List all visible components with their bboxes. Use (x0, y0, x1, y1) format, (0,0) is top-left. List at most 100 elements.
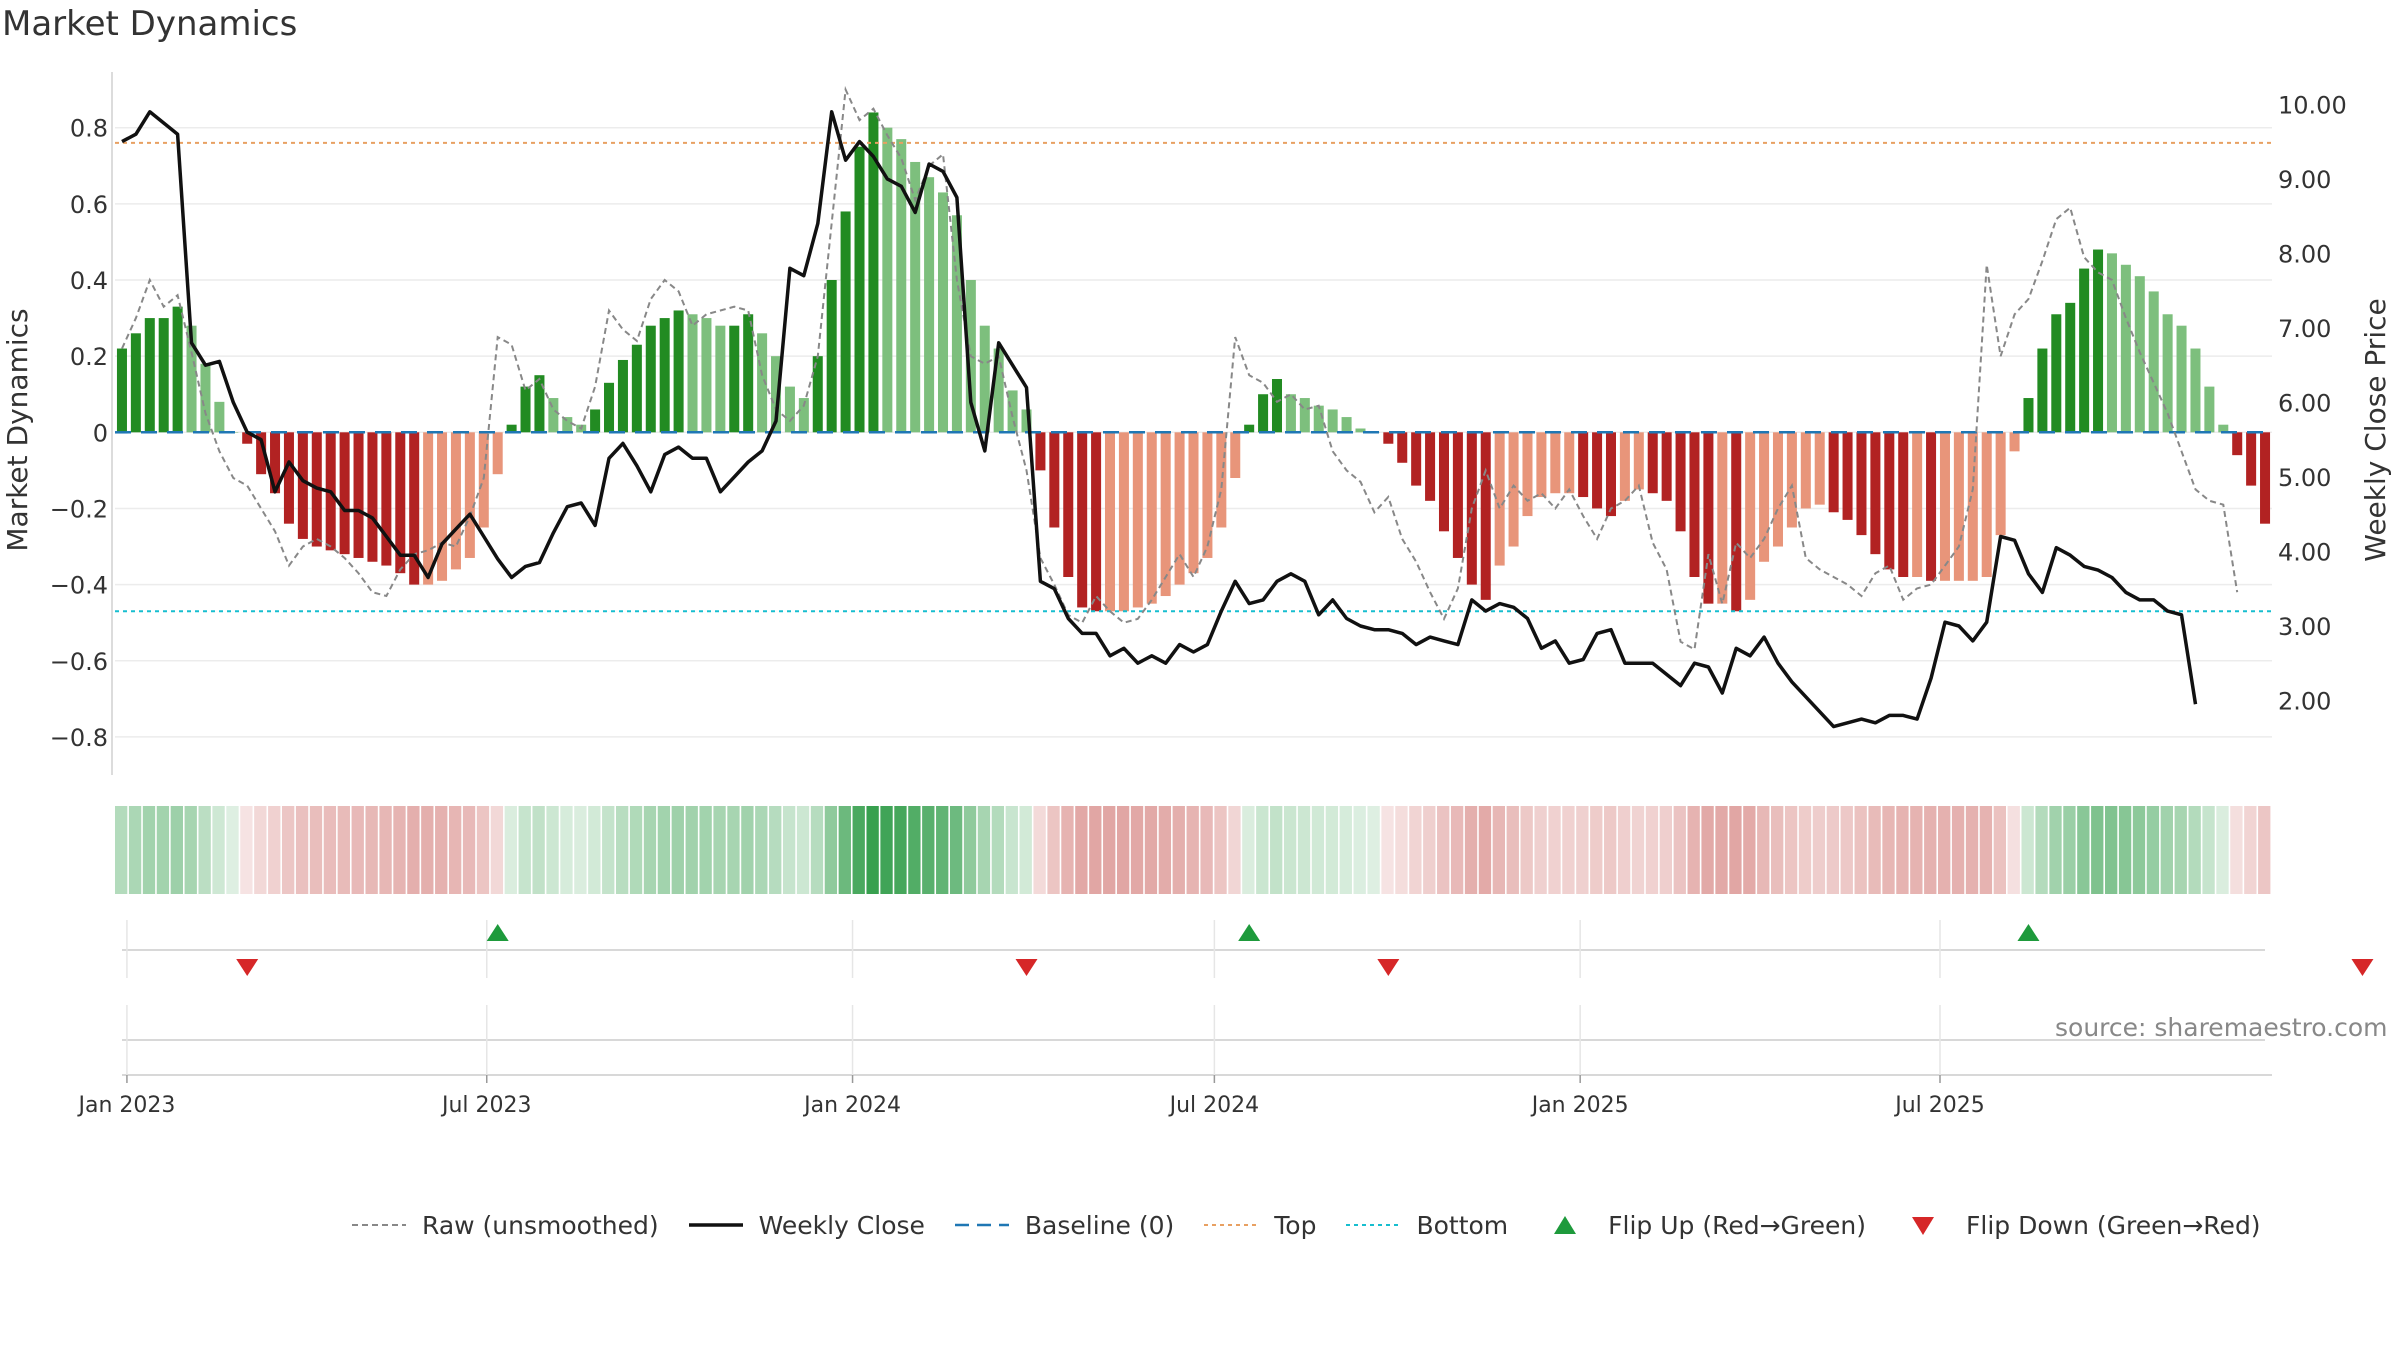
heat-strip-cell (1395, 806, 1408, 894)
bar (1494, 432, 1505, 566)
bar (2037, 348, 2048, 433)
right-tick-label: 7.00 (2278, 315, 2331, 343)
legend-item: Flip Down (Green→Red) (1894, 1210, 2261, 1240)
right-tick-label: 10.00 (2278, 91, 2347, 119)
flip-down-marker (236, 959, 259, 976)
bar (784, 386, 795, 433)
bar (1160, 432, 1171, 597)
heat-strip-cell (1325, 806, 1339, 894)
heat-strip-cell (393, 806, 406, 894)
right-tick-label: 9.00 (2278, 166, 2331, 194)
bar (2093, 249, 2104, 433)
heat-strip-cell (1729, 806, 1742, 894)
legend-symbol (1204, 1224, 1259, 1226)
heat-strip-cell (1645, 806, 1659, 894)
bar (812, 356, 823, 433)
heat-strip-cell (1409, 806, 1422, 894)
bar (1745, 432, 1756, 600)
heat-strip-cell (1061, 806, 1074, 894)
heat-strip-cell (1993, 806, 2006, 894)
left-tick-label: 0.6 (70, 191, 108, 219)
bar (1898, 432, 1909, 577)
bar (993, 348, 1004, 433)
x-tick-label: Jul 2023 (440, 1093, 532, 1118)
raw-series-line (121, 85, 2239, 651)
bar (534, 375, 545, 433)
bar (868, 112, 879, 433)
bar (687, 314, 698, 433)
bar (200, 363, 211, 433)
heat-strip-cell (407, 806, 420, 894)
bar (1633, 432, 1644, 490)
bar (492, 432, 503, 475)
bar (1327, 409, 1338, 433)
bar (1870, 432, 1881, 555)
heat-strip-cell (142, 806, 156, 894)
heat-strip-cell (323, 806, 337, 894)
flip-down-marker (1377, 959, 1400, 976)
heat-strip-cell (1840, 806, 1853, 894)
bar (1299, 398, 1310, 433)
heat-strip-cell (560, 806, 573, 894)
bar (1953, 432, 1964, 581)
heat-strip-cell (1673, 806, 1686, 894)
heat-strip-cell (532, 806, 545, 894)
bar (1244, 424, 1255, 433)
left-tick-label: 0 (93, 419, 108, 447)
source-credit: source: sharemaestro.com (2055, 1013, 2388, 1042)
legend-label: Baseline (0) (1024, 1210, 1175, 1240)
bar (548, 398, 559, 433)
heat-strip-cell (490, 806, 504, 894)
heat-strip-cell (1562, 806, 1575, 894)
bar (1522, 432, 1533, 517)
flip-up-marker (2017, 924, 2040, 941)
heat-strip-cell (1478, 806, 1492, 894)
heat-strip-cell (2230, 806, 2243, 894)
heat-strip-cell (1423, 806, 1436, 894)
heat-strip-cell (281, 806, 295, 894)
heat-strip-cell (880, 806, 893, 894)
heat-strip-cell (866, 806, 879, 894)
bar (1174, 432, 1185, 585)
heat-strip-cell (1158, 806, 1172, 894)
bar (1939, 432, 1950, 581)
bar (1230, 432, 1241, 478)
heat-strip-cell (1339, 806, 1352, 894)
bar (1926, 432, 1937, 581)
bar (186, 325, 197, 433)
heat-strip-cell (838, 806, 851, 894)
bar (757, 333, 768, 433)
heat-strip-cell (240, 806, 253, 894)
heat-strip-cell (1033, 806, 1046, 894)
heat-strip-cell (1144, 806, 1158, 894)
heat-strip-cell (2118, 806, 2132, 894)
bar (2260, 432, 2271, 524)
heat-strip-cell (1450, 806, 1464, 894)
heat-strip-cell (1938, 806, 1951, 894)
bar (1786, 432, 1797, 528)
bar (1411, 432, 1422, 486)
bar (1021, 409, 1032, 433)
heat-strip-cell (713, 806, 726, 894)
heat-strip-cell (2021, 806, 2034, 894)
heat-strip-cell (1075, 806, 1088, 894)
heat-strip-cell (518, 806, 531, 894)
bar (673, 310, 684, 433)
heat-strip-cell (671, 806, 684, 894)
legend-label: Top (1274, 1210, 1317, 1240)
bar (395, 432, 406, 574)
heat-strip-cell (1311, 806, 1325, 894)
heat-strip-cell (476, 806, 490, 894)
heat-strip-cell (2007, 806, 2020, 894)
heat-strip-cell (2105, 806, 2118, 894)
bar (2079, 268, 2090, 433)
bar (951, 215, 962, 433)
bar (1967, 432, 1978, 581)
heat-strip-cell (615, 806, 629, 894)
bar (645, 325, 656, 433)
flip-down-marker (2351, 959, 2374, 976)
bar (826, 280, 837, 433)
bar (924, 177, 935, 433)
heat-strip-cell (1798, 806, 1812, 894)
